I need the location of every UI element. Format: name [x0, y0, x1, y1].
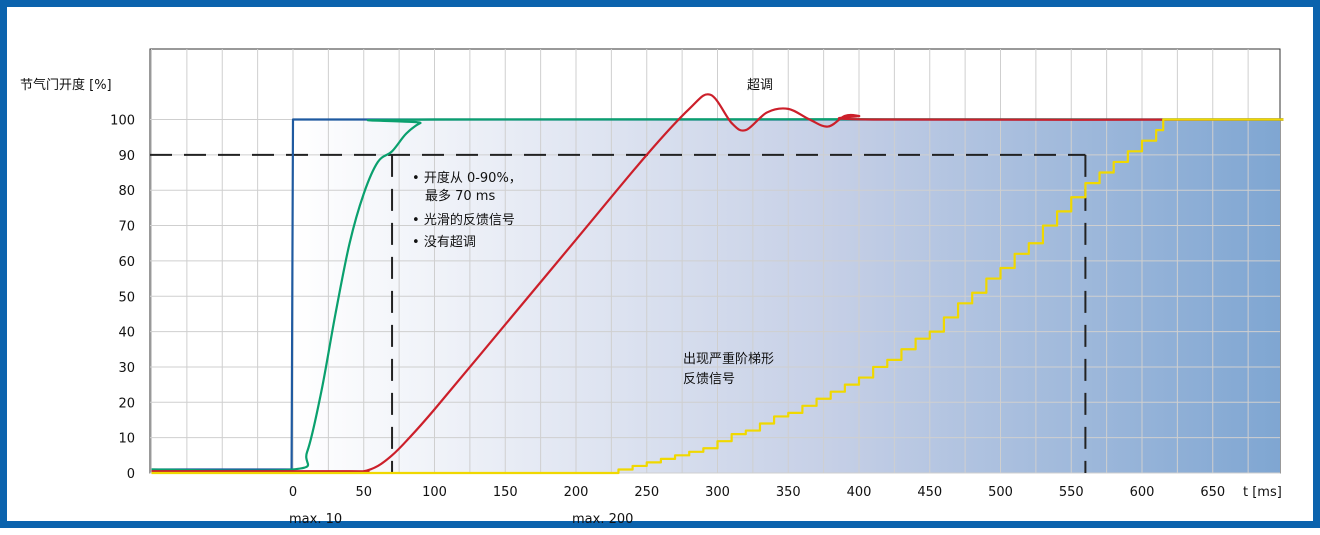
x-tick-label: 150 [493, 485, 518, 500]
x-axis-label: t [ms] [1243, 485, 1282, 500]
series-line-4 [151, 118, 1284, 475]
y-tick-label: 10 [118, 432, 135, 447]
y-tick-label: 70 [118, 220, 135, 235]
x-annotation: max. 10 [289, 512, 342, 527]
y-tick-label: 30 [118, 361, 135, 376]
x-tick-label: 250 [634, 485, 659, 500]
bullet-3: • 没有超调 [412, 235, 476, 250]
x-tick-label: 400 [847, 485, 872, 500]
series-line-2 [151, 118, 1284, 472]
x-tick-label: 350 [776, 485, 801, 500]
bullet-1-cont: 最多 70 ms [425, 188, 495, 204]
x-tick-label: 450 [917, 485, 942, 500]
y-tick-label: 80 [118, 184, 135, 199]
series-line-3 [151, 93, 1284, 473]
reference-lines [150, 153, 1087, 473]
x-annotations: max. 10 max. 200 [289, 512, 633, 527]
bullet-1: • 开度从 0-90%， [412, 170, 522, 186]
x-tick-label: 300 [705, 485, 730, 500]
x-tick-label: 0 [289, 485, 297, 500]
y-tick-label: 90 [118, 149, 135, 164]
y-tick-label: 60 [118, 255, 135, 270]
overshoot-annotation: 超调 [747, 78, 773, 93]
y-tick-label: 0 [127, 467, 135, 482]
series-lines [151, 93, 1284, 475]
x-tick-label: 550 [1059, 485, 1084, 500]
x-tick-label: 650 [1200, 485, 1225, 500]
x-tick-label: 50 [355, 485, 372, 500]
y-axis-ticks: 0 10 20 30 40 50 60 70 80 90 100 [110, 114, 135, 483]
x-tick-label: 600 [1130, 485, 1155, 500]
throttle-response-chart: 0 10 20 30 40 50 60 70 80 90 100 0 50 100 150 200 250 30… [20, 48, 1284, 527]
x-axis-ticks: 0 50 100 150 200 250 300 350 400 450 500 550 600 650 [289, 485, 1225, 500]
y-tick-label: 40 [118, 326, 135, 341]
bullet-2: • 光滑的反馈信号 [412, 212, 515, 228]
x-tick-label: 500 [988, 485, 1013, 500]
y-tick-label: 50 [118, 290, 135, 305]
y-tick-label: 100 [110, 114, 135, 129]
x-tick-label: 100 [422, 485, 447, 500]
staircase-annotation-line1: 出现严重阶梯形 [683, 351, 774, 367]
x-annotation: max. 200 [572, 512, 633, 527]
y-axis-label: 节气门开度 [%] [20, 77, 112, 93]
y-tick-label: 20 [118, 396, 135, 411]
x-tick-label: 200 [564, 485, 589, 500]
staircase-annotation-line2: 反馈信号 [683, 372, 735, 387]
